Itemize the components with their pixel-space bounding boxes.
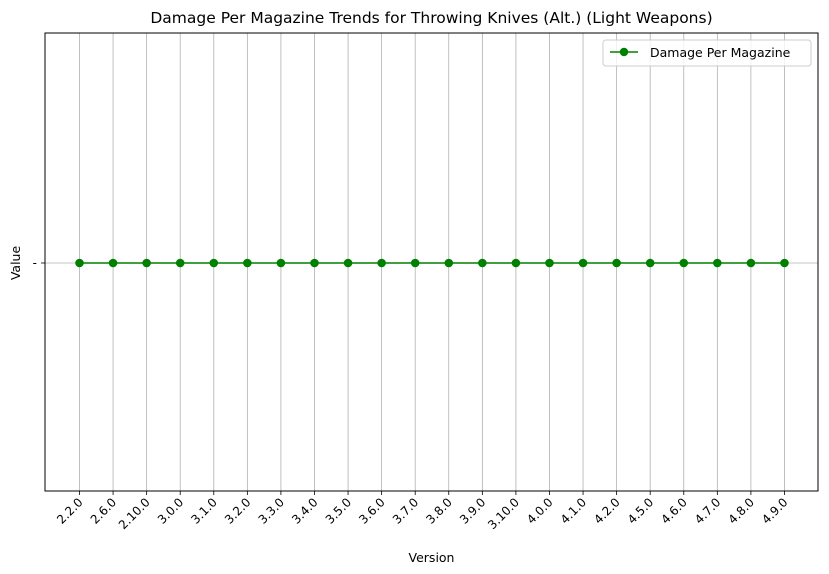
x-tick-label: 3.2.0 [222, 495, 253, 526]
data-point [645, 258, 655, 268]
x-tick-label: 2.2.0 [54, 495, 85, 526]
legend-marker [619, 47, 629, 57]
data-point [444, 258, 454, 268]
x-tick-label: 4.0.0 [524, 495, 555, 526]
data-point [410, 258, 420, 268]
x-tick-label: 4.5.0 [625, 495, 656, 526]
data-point [780, 258, 789, 268]
y-axis-label: Value [8, 246, 23, 281]
data-point [243, 258, 252, 268]
legend-label: Damage Per Magazine [650, 45, 791, 60]
data-point [75, 258, 84, 268]
data-point [511, 258, 521, 268]
data-point [310, 258, 319, 268]
data-point [478, 258, 487, 268]
x-tick-label: 3.0.0 [155, 495, 186, 526]
y-tick-label: - [33, 256, 37, 270]
x-tick-label: 3.4.0 [289, 495, 320, 526]
data-point [209, 258, 219, 268]
x-tick-label: 3.6.0 [356, 495, 387, 526]
data-point [175, 258, 185, 268]
data-point [746, 258, 756, 268]
data-point [578, 258, 588, 268]
x-tick-label: 3.10.0 [485, 495, 522, 532]
x-tick-label: 3.8.0 [423, 495, 454, 526]
x-tick-label: 3.3.0 [256, 495, 287, 526]
x-tick-label: 2.6.0 [88, 495, 119, 526]
data-point [108, 258, 118, 268]
data-point [343, 258, 353, 268]
x-tick-label: 4.2.0 [591, 495, 622, 526]
data-point [276, 258, 286, 268]
series-layer [75, 258, 789, 268]
x-tick-label: 4.7.0 [692, 495, 723, 526]
legend-box [602, 39, 812, 67]
x-axis-label: Version [409, 550, 455, 565]
plot-area-frame [44, 32, 819, 492]
data-point [545, 258, 554, 268]
chart-title: Damage Per Magazine Trends for Throwing … [150, 9, 712, 27]
x-tick-label: 3.5.0 [323, 495, 354, 526]
data-point [142, 258, 151, 268]
data-point [377, 258, 386, 268]
x-tick-label: 3.1.0 [188, 495, 219, 526]
x-tick-label: 2.10.0 [116, 495, 153, 532]
x-tick-label: 4.6.0 [658, 495, 689, 526]
x-axis-ticks: 2.2.0 2.6.02.10.0 3.0.0 3.1.0 3.2.0 3.3.0 3.4.… [54, 491, 791, 532]
x-tick-label: 3.9.0 [457, 495, 488, 526]
grid-lines [45, 33, 818, 491]
x-tick-label: 4.9.0 [759, 495, 790, 526]
data-point [713, 258, 722, 268]
y-axis-ticks: - [33, 256, 45, 270]
legend: Damage Per Magazine [602, 39, 812, 67]
data-point [679, 258, 689, 268]
data-point [612, 258, 621, 268]
x-tick-label: 4.1.0 [558, 495, 589, 526]
x-tick-label: 3.7.0 [390, 495, 421, 526]
x-tick-label: 4.8.0 [726, 495, 757, 526]
